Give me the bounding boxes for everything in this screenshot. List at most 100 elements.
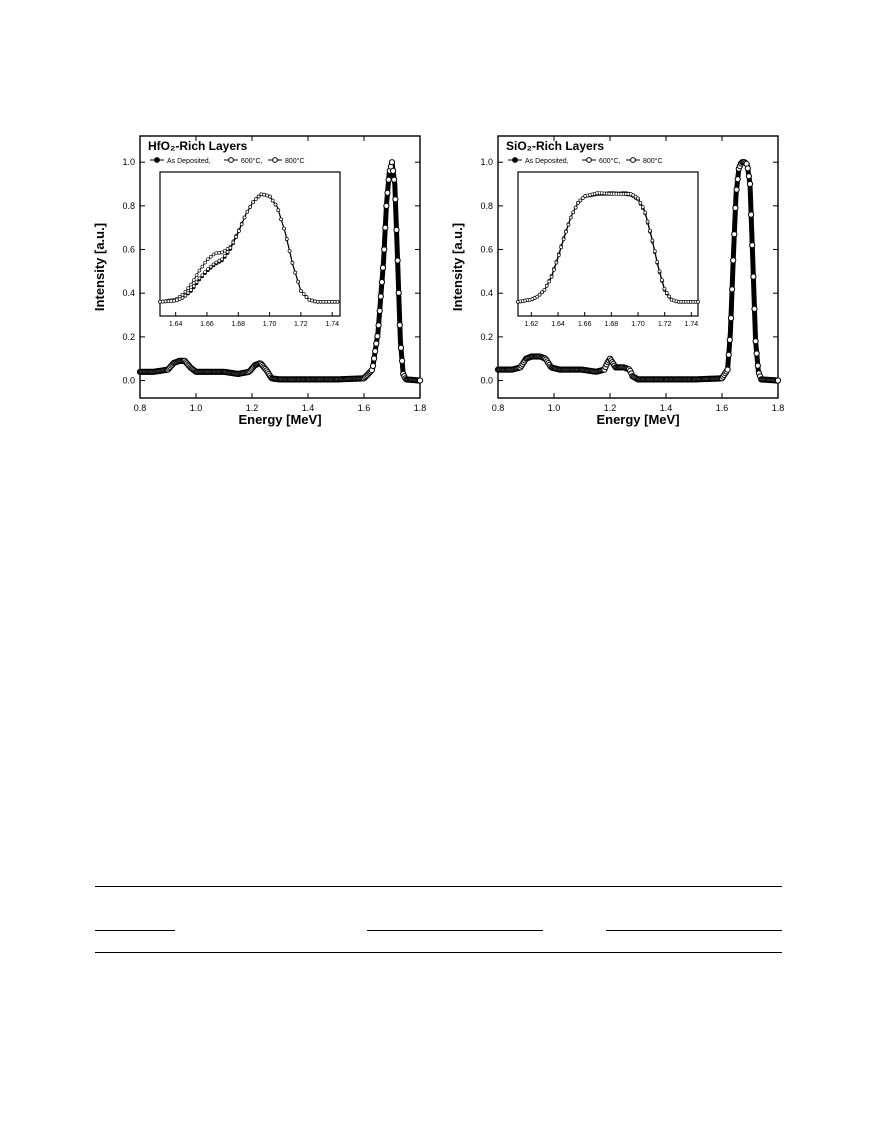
- inset-data-point: [282, 226, 286, 231]
- inset-data-point: [293, 270, 297, 275]
- inset-x-tick-label: 1.74: [685, 321, 699, 328]
- x-tick-label: 1.4: [660, 403, 673, 413]
- inset-data-point: [535, 294, 539, 299]
- data-point: [416, 377, 424, 384]
- inset-data-point: [220, 250, 224, 255]
- data-point: [377, 293, 384, 300]
- inset-x-tick-label: 1.70: [263, 321, 277, 328]
- chart-sio2-rich-layers: 0.8 1.0 1.2 1.4 1.6 1.8 0.0 0.2 0.4 0.6 0.8 1.0 Ener…: [448, 130, 798, 430]
- inset-data-point: [214, 260, 219, 265]
- figure: 0.8 1.0 1.2 1.4 1.6 1.8 0.0 0.2 0.4 0.6 0.8 1.0 Ener…: [0, 0, 876, 460]
- inset-data-point: [569, 215, 573, 220]
- y-tick-label: 0.0: [122, 376, 135, 386]
- inset-data-point: [220, 257, 224, 262]
- inset-x-tick-label: 1.62: [525, 321, 539, 328]
- inset-data-point: [655, 260, 659, 264]
- data-point: [392, 196, 399, 203]
- y-tick-label: 0.8: [480, 201, 493, 211]
- data-point: [373, 340, 380, 347]
- data-point: [376, 307, 383, 314]
- legend: As Deposited, 600°C, 800°C: [508, 157, 663, 165]
- inset-data-point: [211, 262, 216, 267]
- chart-title: SiO₂-Rich Layers: [506, 139, 604, 153]
- inset-data-point: [186, 286, 190, 290]
- data-point: [384, 189, 391, 196]
- data-point: [746, 180, 754, 188]
- inset-data-point: [557, 253, 561, 257]
- inset-data-point: [211, 252, 216, 257]
- inset-data-point: [290, 261, 295, 265]
- inset-data-point: [665, 291, 669, 295]
- inset-data-point: [206, 257, 210, 261]
- inset-data-point: [581, 196, 585, 200]
- x-tick-label: 1.6: [716, 403, 729, 413]
- chart-title: HfO₂-Rich Layers: [148, 139, 248, 153]
- data-point: [369, 362, 377, 369]
- chart-svg-sio2: 0.8 1.0 1.2 1.4 1.6 1.8 0.0 0.2 0.4 0.6 0.8 1.0 Ener…: [450, 135, 784, 427]
- x-tick-label: 1.0: [548, 403, 561, 413]
- main-series-markers: [494, 159, 782, 384]
- inset-x-tick-label: 1.64: [169, 321, 183, 328]
- inset-data-point: [223, 254, 227, 258]
- legend-marker: [154, 157, 160, 163]
- inset-data-point: [641, 205, 645, 209]
- inset-data-point: [172, 299, 176, 303]
- data-point: [751, 305, 758, 312]
- legend-marker: [586, 157, 592, 163]
- x-tick-label: 1.2: [246, 403, 259, 413]
- data-point: [730, 257, 737, 264]
- inset-data-point: [636, 196, 640, 201]
- inset-data-point: [648, 228, 652, 233]
- inset-x-tick-label: 1.68: [231, 321, 245, 328]
- data-point: [381, 246, 388, 253]
- data-point: [749, 242, 756, 249]
- x-tick-label: 1.8: [414, 403, 427, 413]
- legend-label: 600°C,: [241, 157, 263, 165]
- legend: As Deposited, 600°C, 800°C: [150, 157, 305, 165]
- inset-data-point: [273, 202, 278, 207]
- x-tick-label: 1.4: [302, 403, 315, 413]
- inset-data-point: [200, 264, 205, 269]
- legend-marker: [272, 157, 278, 163]
- inset-data-point: [200, 273, 205, 277]
- data-point: [752, 338, 759, 345]
- inset-data-point: [667, 294, 671, 299]
- legend-label: 600°C,: [599, 157, 621, 165]
- data-point: [727, 315, 735, 322]
- inset-data-point: [279, 217, 283, 222]
- inset-data-point: [180, 296, 185, 300]
- legend-marker: [228, 157, 234, 163]
- data-point: [753, 350, 760, 357]
- inset-data-point: [638, 201, 643, 205]
- data-point: [724, 366, 731, 373]
- data-point: [734, 176, 741, 183]
- inset-x-tick-label: 1.70: [631, 321, 645, 328]
- inset-data-point: [559, 245, 563, 249]
- y-axis-label: Intensity [a.u.]: [450, 223, 465, 311]
- inset-data-point: [163, 299, 168, 304]
- inset-data-point: [645, 219, 650, 224]
- inset-data-point: [633, 195, 638, 199]
- x-tick-label: 1.0: [190, 403, 203, 413]
- inset-data-point: [561, 237, 566, 242]
- inset-data-point: [183, 293, 188, 298]
- x-tick-label: 1.2: [604, 403, 617, 413]
- data-point: [732, 204, 739, 212]
- inset-data-point: [214, 251, 219, 255]
- inset-data-point: [653, 249, 657, 253]
- y-axis-label: Intensity [a.u.]: [92, 223, 107, 311]
- data-point: [394, 257, 401, 264]
- y-tick-label: 0.6: [480, 245, 493, 255]
- y-tick-label: 1.0: [480, 157, 493, 167]
- y-tick-label: 0.2: [122, 332, 135, 342]
- data-point: [726, 336, 733, 343]
- inset-data-point: [296, 279, 300, 284]
- inset-data-point: [335, 300, 340, 304]
- inset-data-point: [237, 229, 241, 233]
- inset-data-point: [234, 235, 238, 239]
- data-point: [729, 286, 736, 293]
- inset-data-point: [554, 260, 559, 265]
- inset-data-point: [276, 208, 281, 212]
- inset-data-point: [189, 282, 193, 287]
- inset-data-point: [696, 300, 700, 304]
